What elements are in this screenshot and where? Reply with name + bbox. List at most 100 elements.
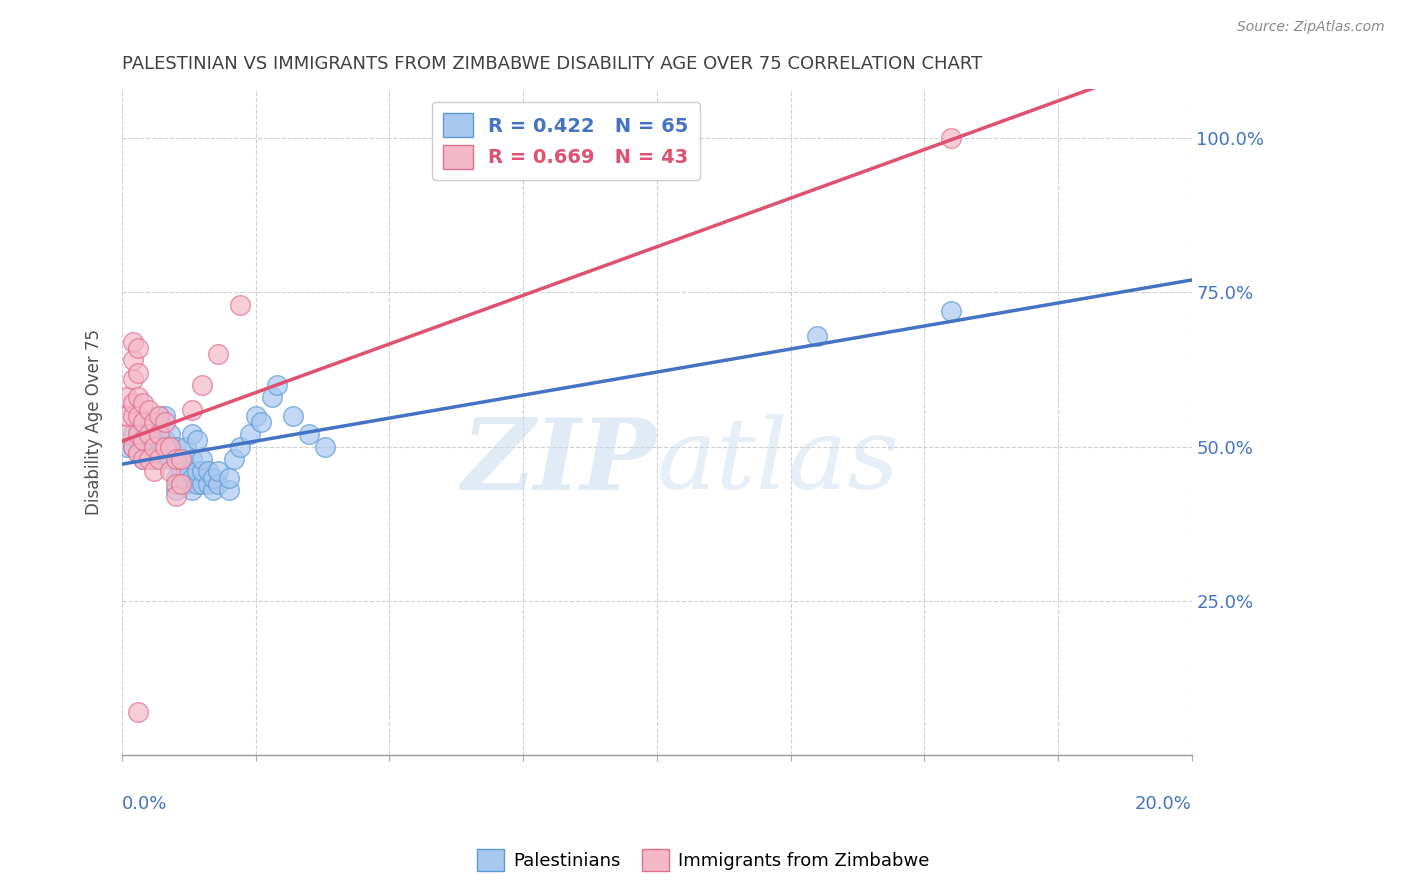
Point: [314, 440, 336, 454]
Point: [165, 476, 187, 491]
Point: [132, 452, 155, 467]
Point: [207, 464, 229, 478]
Point: [127, 427, 149, 442]
Point: [127, 409, 149, 423]
Point: [191, 476, 214, 491]
Point: [170, 476, 193, 491]
Point: [159, 440, 181, 454]
Point: [143, 440, 166, 454]
Point: [117, 440, 139, 454]
Text: atlas: atlas: [657, 414, 900, 509]
Point: [201, 470, 224, 484]
Point: [138, 446, 160, 460]
Point: [197, 464, 219, 478]
Point: [148, 409, 170, 423]
Point: [127, 366, 149, 380]
Point: [207, 347, 229, 361]
Point: [806, 328, 828, 343]
Point: [138, 452, 160, 467]
Y-axis label: Disability Age Over 75: Disability Age Over 75: [86, 329, 103, 515]
Point: [165, 452, 187, 467]
Text: Source: ZipAtlas.com: Source: ZipAtlas.com: [1237, 20, 1385, 34]
Point: [939, 131, 962, 145]
Text: PALESTINIAN VS IMMIGRANTS FROM ZIMBABWE DISABILITY AGE OVER 75 CORRELATION CHART: PALESTINIAN VS IMMIGRANTS FROM ZIMBABWE …: [122, 55, 983, 73]
Point: [228, 298, 250, 312]
Point: [138, 427, 160, 442]
Point: [153, 440, 176, 454]
Point: [191, 378, 214, 392]
Point: [939, 303, 962, 318]
Point: [138, 402, 160, 417]
Point: [165, 452, 187, 467]
Point: [159, 464, 181, 478]
Point: [138, 440, 160, 454]
Point: [165, 440, 187, 454]
Point: [266, 378, 288, 392]
Point: [121, 427, 143, 442]
Point: [250, 415, 273, 429]
Point: [153, 415, 176, 429]
Point: [174, 476, 197, 491]
Point: [191, 464, 214, 478]
Point: [165, 470, 187, 484]
Point: [165, 489, 187, 503]
Point: [159, 452, 181, 467]
Point: [153, 434, 176, 448]
Point: [132, 415, 155, 429]
Point: [121, 396, 143, 410]
Point: [148, 421, 170, 435]
Point: [127, 705, 149, 719]
Point: [143, 452, 166, 467]
Point: [121, 409, 143, 423]
Point: [117, 427, 139, 442]
Point: [121, 353, 143, 368]
Text: 0.0%: 0.0%: [122, 796, 167, 814]
Point: [132, 434, 155, 448]
Point: [298, 427, 321, 442]
Point: [165, 483, 187, 497]
Point: [186, 464, 208, 478]
Point: [170, 452, 193, 467]
Point: [127, 446, 149, 460]
Point: [153, 409, 176, 423]
Point: [132, 396, 155, 410]
Point: [148, 409, 170, 423]
Point: [170, 476, 193, 491]
Point: [143, 415, 166, 429]
Point: [260, 390, 283, 404]
Legend: R = 0.422   N = 65, R = 0.669   N = 43: R = 0.422 N = 65, R = 0.669 N = 43: [432, 102, 700, 180]
Point: [121, 334, 143, 349]
Point: [148, 446, 170, 460]
Point: [148, 434, 170, 448]
Point: [186, 476, 208, 491]
Point: [153, 446, 176, 460]
Point: [121, 372, 143, 386]
Point: [127, 421, 149, 435]
Point: [143, 427, 166, 442]
Point: [180, 470, 202, 484]
Point: [186, 434, 208, 448]
Point: [143, 440, 166, 454]
Point: [159, 427, 181, 442]
Point: [180, 483, 202, 497]
Point: [132, 440, 155, 454]
Point: [132, 452, 155, 467]
Point: [224, 452, 246, 467]
Point: [143, 464, 166, 478]
Point: [121, 440, 143, 454]
Point: [159, 440, 181, 454]
Point: [174, 464, 197, 478]
Point: [207, 476, 229, 491]
Point: [228, 440, 250, 454]
Point: [127, 341, 149, 355]
Point: [197, 476, 219, 491]
Point: [180, 402, 202, 417]
Point: [201, 483, 224, 497]
Point: [132, 427, 155, 442]
Point: [138, 434, 160, 448]
Point: [121, 440, 143, 454]
Point: [180, 427, 202, 442]
Point: [174, 440, 197, 454]
Point: [218, 483, 240, 497]
Legend: Palestinians, Immigrants from Zimbabwe: Palestinians, Immigrants from Zimbabwe: [470, 842, 936, 879]
